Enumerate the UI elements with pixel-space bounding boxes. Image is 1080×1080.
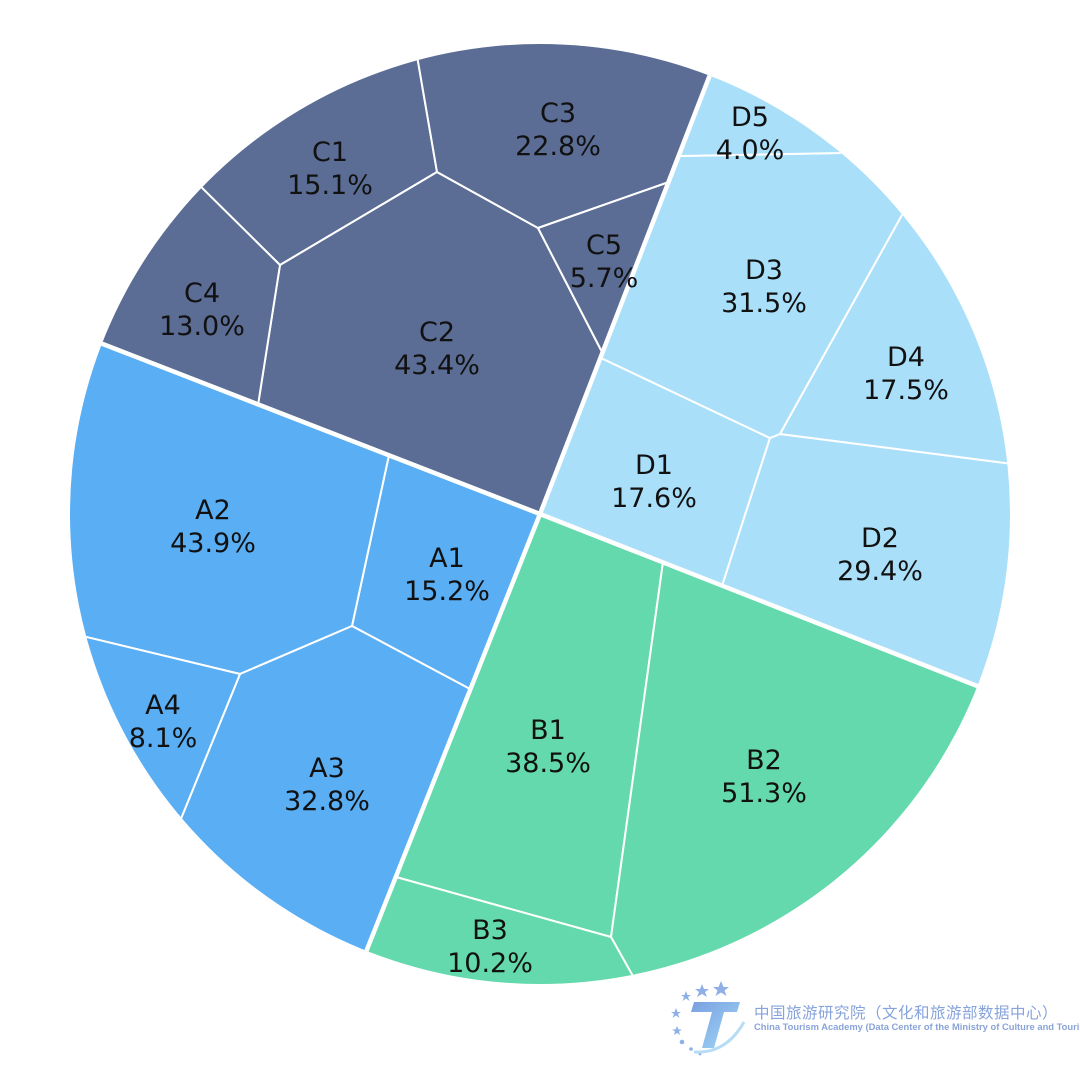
cell-value-label: 8.1%: [129, 723, 198, 754]
watermark-logo: 中国旅游研究院（文化和旅游部数据中心） China Tourism Academ…: [664, 978, 1080, 1058]
cell-name-label: A4: [145, 690, 181, 721]
cell-d5: [679, 44, 941, 157]
cell-value-label: 15.1%: [287, 170, 373, 201]
cell-value-label: 29.4%: [837, 556, 923, 587]
cell-name-label: D1: [635, 450, 673, 481]
cell-name-label: C3: [540, 98, 576, 129]
cell-name-label: C1: [312, 137, 348, 168]
logo-emblem-icon: [671, 981, 746, 1056]
cell-name-label: B1: [530, 715, 566, 746]
group-boundary-line: [70, 308, 541, 517]
cell-name-label: B3: [472, 915, 508, 946]
cell-name-label: D2: [861, 523, 899, 554]
cell-value-label: 43.9%: [170, 528, 256, 559]
cell-name-label: C2: [419, 317, 455, 348]
group-boundary-line: [537, 44, 745, 515]
cell-name-label: D4: [887, 342, 925, 373]
cell-name-label: C5: [586, 230, 622, 261]
group-boundary-line: [330, 513, 543, 984]
cell-value-label: 15.2%: [404, 576, 490, 607]
cell-value-label: 38.5%: [505, 748, 591, 779]
cell-value-label: 10.2%: [447, 948, 533, 979]
watermark-name-cn: 中国旅游研究院（文化和旅游部数据中心）: [754, 1004, 1059, 1022]
cell-value-label: 22.8%: [515, 131, 601, 162]
cell-name-label: A1: [429, 543, 465, 574]
cell-name-label: A2: [195, 495, 231, 526]
cell-value-label: 32.8%: [284, 786, 370, 817]
cell-value-label: 4.0%: [716, 135, 785, 166]
cell-name-label: A3: [309, 753, 345, 784]
cell-value-label: 43.4%: [394, 350, 480, 381]
cell-value-label: 31.5%: [721, 288, 807, 319]
cell-value-label: 51.3%: [721, 778, 807, 809]
cell-name-label: D5: [731, 102, 769, 133]
cell-value-label: 13.0%: [159, 311, 245, 342]
cell-value-label: 5.7%: [570, 263, 639, 294]
cell-value-label: 17.6%: [611, 483, 697, 514]
cell-name-label: B2: [746, 745, 782, 776]
cell-value-label: 17.5%: [863, 375, 949, 406]
group-boundary-line: [539, 511, 1010, 722]
watermark-name-en: China Tourism Academy (Data Center of th…: [754, 1021, 1080, 1032]
cell-name-label: D3: [745, 255, 783, 286]
cell-name-label: C4: [184, 278, 220, 309]
